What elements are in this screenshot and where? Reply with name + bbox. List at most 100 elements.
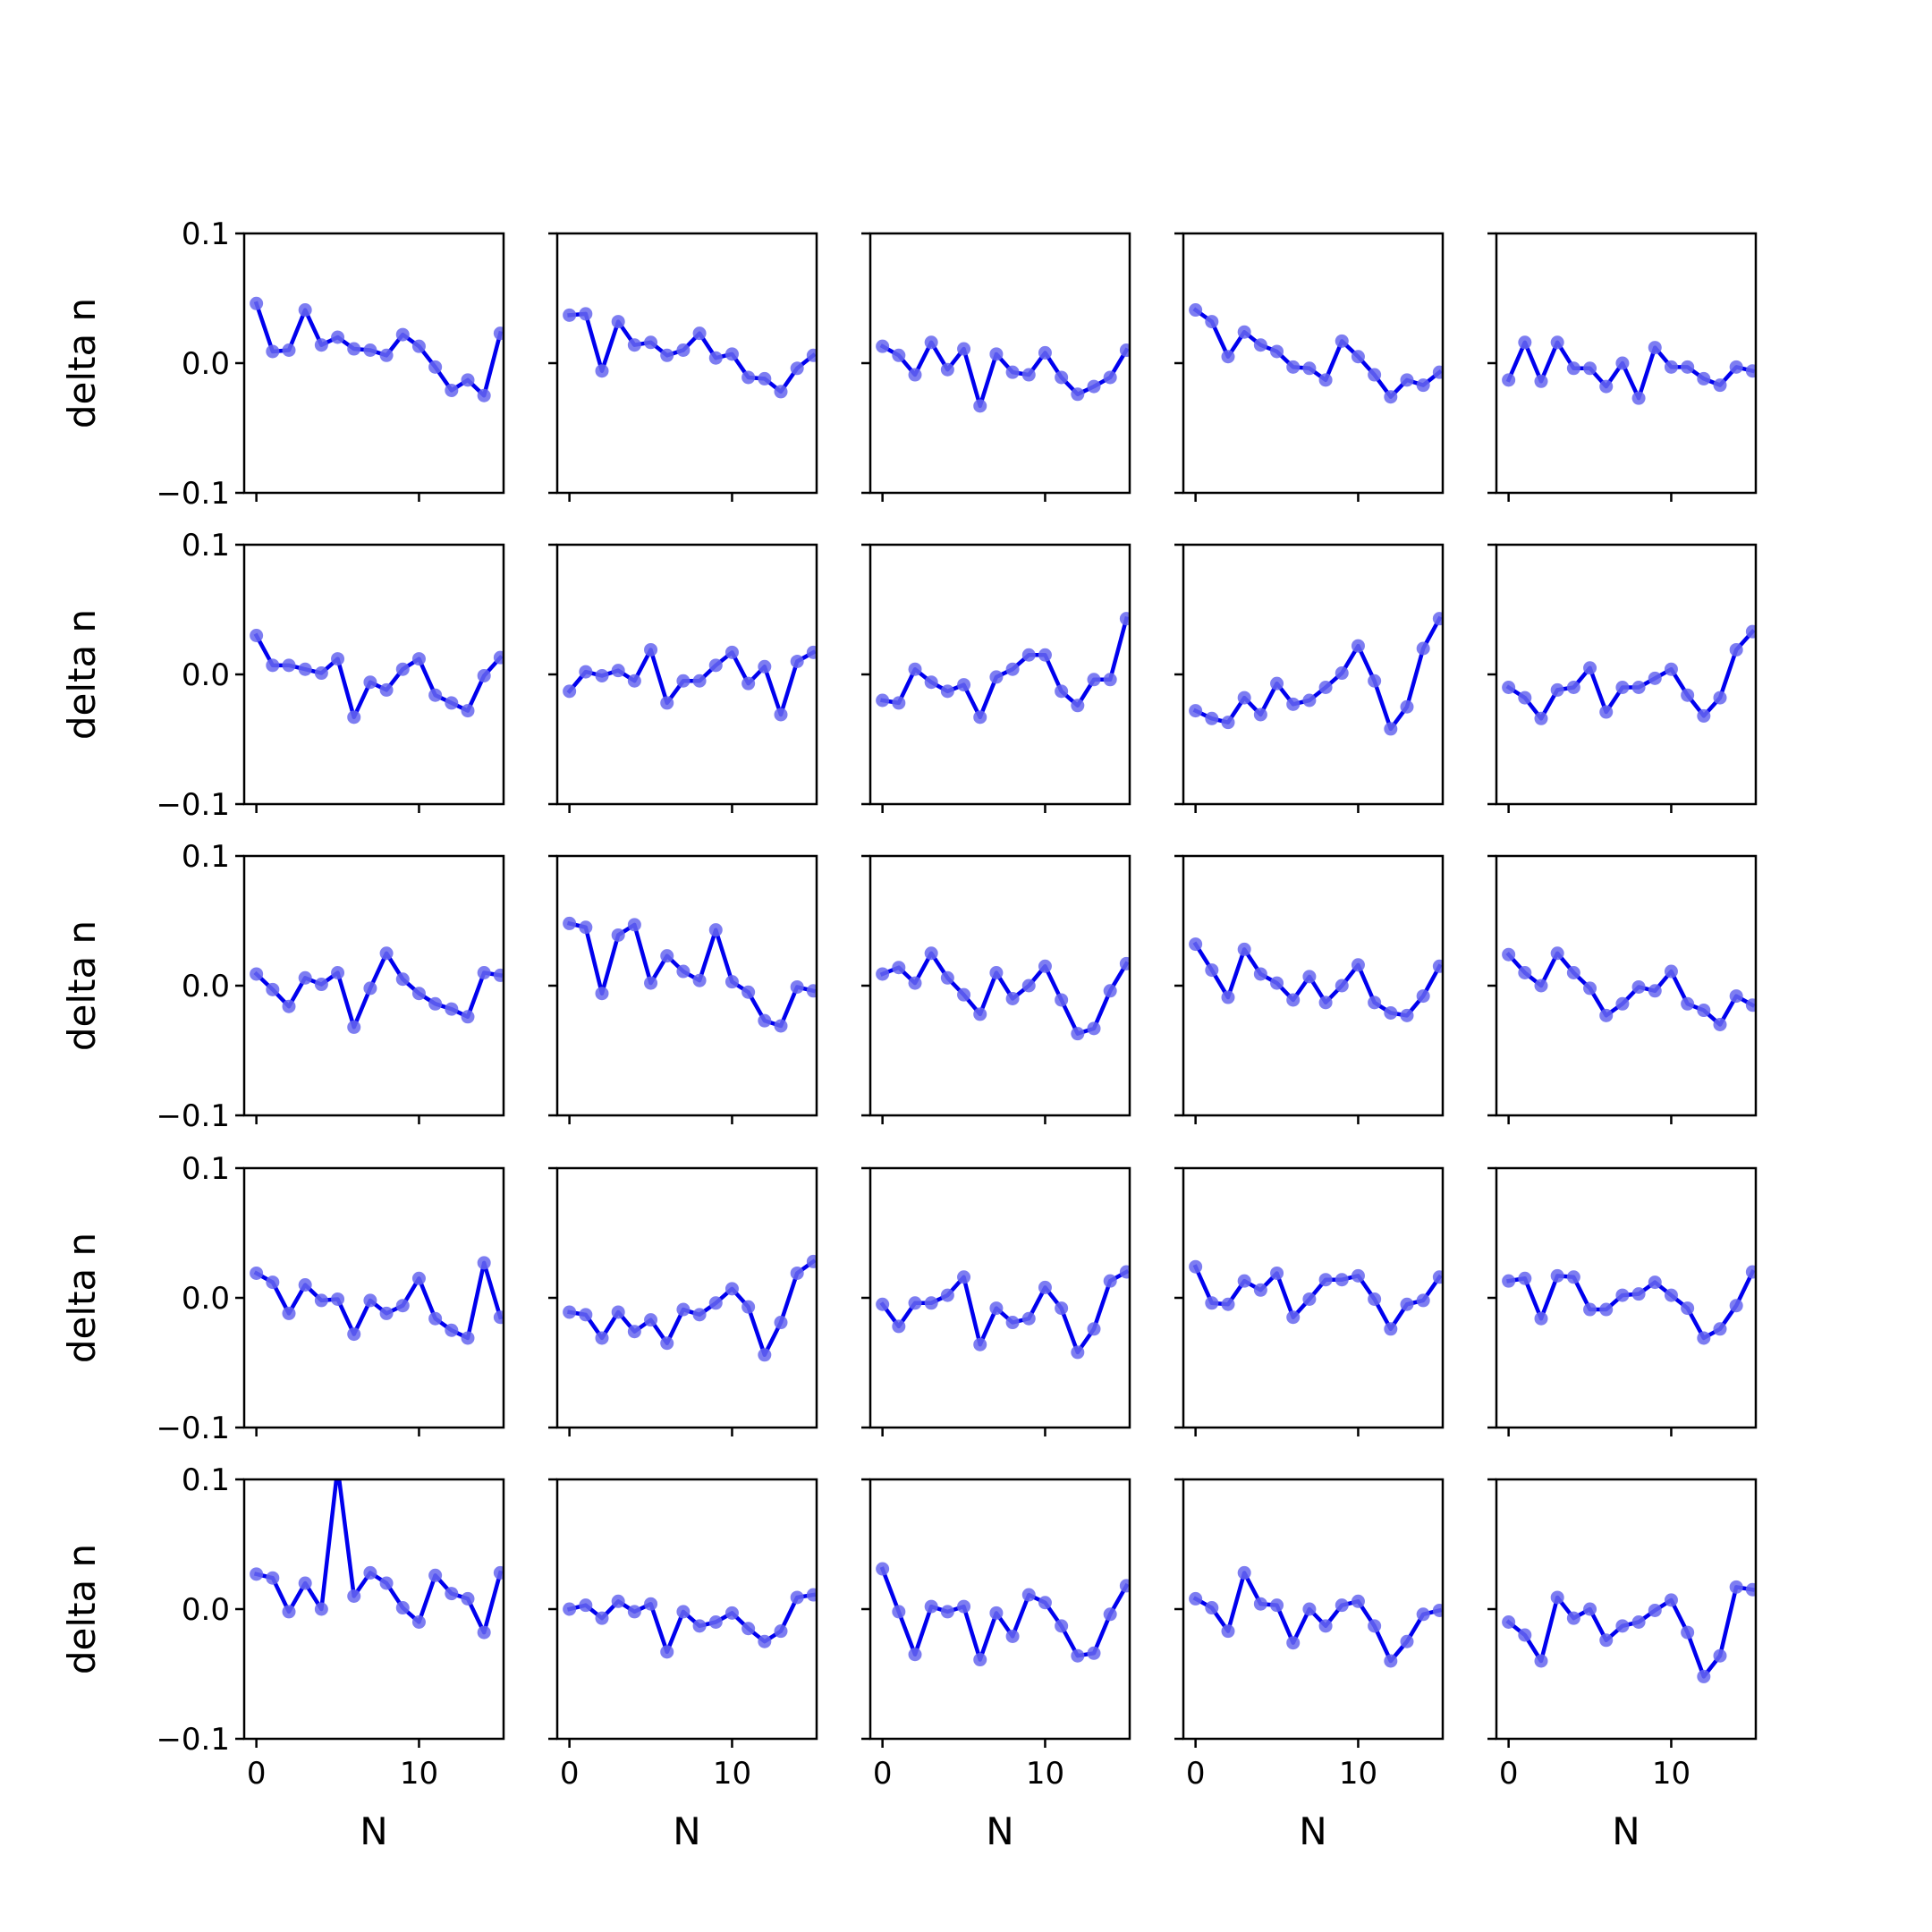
data-point [724, 1606, 739, 1620]
data-point [379, 946, 394, 961]
data-point [692, 973, 707, 987]
data-point [1270, 1266, 1284, 1280]
data-point [627, 674, 641, 688]
subplot-r5-c4: 0 10 N [1174, 1478, 1445, 1853]
data-point [1302, 1602, 1317, 1616]
data-point [790, 1266, 804, 1280]
data-point [1351, 958, 1365, 972]
data-point [758, 659, 772, 674]
data-point [1534, 711, 1548, 725]
data-point [1038, 648, 1052, 662]
data-point [1648, 1603, 1662, 1617]
data-point [1745, 1582, 1756, 1597]
series-group [1502, 335, 1756, 405]
series-group [1189, 1259, 1443, 1336]
data-point [1253, 1597, 1267, 1611]
data-point [1071, 699, 1085, 713]
data-point [774, 385, 788, 399]
data-point [1713, 691, 1727, 705]
data-point [660, 348, 674, 362]
data-point [1368, 1619, 1382, 1633]
series-group [1189, 612, 1443, 736]
data-point [1237, 691, 1251, 705]
data-point [379, 348, 394, 362]
series-line [567, 311, 817, 394]
data-point [1566, 681, 1580, 694]
series-line [1192, 941, 1443, 1018]
data-point [331, 1292, 345, 1306]
data-point [1518, 335, 1532, 350]
data-point [989, 347, 1004, 361]
data-point [1055, 993, 1069, 1007]
data-point [644, 976, 658, 990]
data-point [1318, 996, 1333, 1010]
series-line [566, 920, 817, 1029]
data-point [579, 665, 593, 679]
data-point [1021, 368, 1036, 382]
data-point [1502, 373, 1516, 387]
y-tick-label: 0.0 [182, 657, 230, 693]
data-point [1351, 350, 1365, 364]
data-point [1599, 1302, 1614, 1317]
data-point [1648, 1275, 1662, 1290]
data-point [1253, 708, 1267, 722]
series-group [1502, 624, 1756, 725]
data-point [924, 1599, 938, 1614]
data-point [347, 342, 361, 356]
data-point [1432, 1603, 1443, 1617]
data-point [1502, 947, 1516, 962]
data-point [892, 348, 906, 362]
data-point [1368, 674, 1382, 688]
data-point [477, 668, 491, 682]
series-group [563, 642, 817, 722]
data-point [266, 1275, 280, 1290]
series-line [879, 951, 1130, 1036]
series-group [876, 1265, 1130, 1360]
data-point [892, 961, 906, 975]
data-point [493, 650, 504, 665]
series-line [879, 1268, 1130, 1355]
data-point [363, 1293, 377, 1308]
y-tick-label: −0.1 [156, 1098, 230, 1134]
series-line [1192, 1571, 1443, 1664]
data-point [395, 1601, 410, 1615]
series-group [1189, 937, 1443, 1022]
data-point [1518, 691, 1532, 705]
series-group [563, 1588, 817, 1659]
data-point [1119, 1579, 1130, 1593]
data-point [1038, 345, 1052, 360]
data-point [563, 1602, 577, 1616]
data-point [611, 1305, 625, 1319]
data-point [1005, 1316, 1020, 1330]
data-point [1038, 959, 1052, 973]
subplot-r1-c3 [861, 232, 1131, 502]
data-point [1432, 1270, 1443, 1284]
data-point [644, 642, 658, 657]
data-point [1318, 373, 1333, 387]
data-point [1583, 1602, 1597, 1616]
data-point [493, 968, 504, 982]
series-group [1502, 946, 1756, 1031]
data-point [1055, 1619, 1069, 1633]
subplot-r1-c2 [548, 232, 818, 502]
data-point [724, 975, 739, 989]
data-point [314, 666, 328, 681]
subplot-r3-c3 [861, 854, 1131, 1124]
y-tick-label: 0.1 [182, 216, 230, 252]
y-tick-label: 0.1 [182, 528, 230, 564]
x-tick-label: 0 [1499, 1756, 1519, 1792]
data-point [1103, 984, 1117, 998]
data-point [758, 1013, 772, 1028]
data-point [741, 370, 756, 385]
data-point [1745, 998, 1756, 1013]
x-tick-label: 0 [1186, 1756, 1206, 1792]
data-point [957, 987, 971, 1002]
data-point [627, 1605, 641, 1619]
subplot-r4-c2 [548, 1166, 818, 1436]
data-point [741, 1622, 756, 1636]
data-point [1205, 1601, 1219, 1615]
series-line [1506, 1268, 1756, 1341]
data-point [1502, 1274, 1516, 1288]
data-point [806, 348, 817, 362]
